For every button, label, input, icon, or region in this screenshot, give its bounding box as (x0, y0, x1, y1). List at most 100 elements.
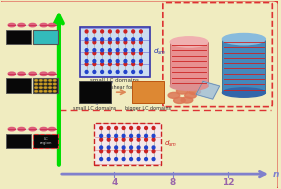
Bar (132, 81, 164, 103)
Ellipse shape (53, 87, 56, 88)
Text: 12: 12 (222, 178, 234, 187)
Ellipse shape (101, 70, 103, 74)
Ellipse shape (122, 126, 125, 129)
Ellipse shape (145, 158, 148, 161)
Ellipse shape (29, 23, 36, 27)
Ellipse shape (174, 98, 185, 103)
Ellipse shape (100, 158, 103, 161)
Ellipse shape (35, 80, 38, 81)
Ellipse shape (115, 134, 117, 137)
Ellipse shape (39, 80, 42, 81)
Ellipse shape (140, 52, 142, 55)
Ellipse shape (108, 60, 111, 63)
Ellipse shape (137, 126, 140, 129)
Ellipse shape (108, 49, 111, 52)
Ellipse shape (122, 138, 125, 141)
Ellipse shape (132, 60, 135, 63)
Ellipse shape (124, 70, 127, 74)
Ellipse shape (124, 49, 127, 52)
Ellipse shape (40, 127, 47, 131)
Bar (33, 30, 58, 44)
Ellipse shape (48, 127, 56, 131)
Ellipse shape (130, 134, 132, 137)
Ellipse shape (108, 52, 111, 55)
Ellipse shape (145, 126, 148, 129)
Ellipse shape (140, 60, 142, 63)
Ellipse shape (137, 134, 140, 137)
Ellipse shape (100, 134, 103, 137)
Text: small LC domains: small LC domains (90, 78, 139, 84)
Ellipse shape (168, 92, 180, 98)
Ellipse shape (152, 158, 155, 161)
Ellipse shape (48, 72, 56, 75)
Bar (6, 30, 31, 44)
Ellipse shape (93, 38, 96, 41)
Ellipse shape (176, 88, 188, 94)
Bar (79, 81, 111, 103)
Ellipse shape (124, 63, 127, 66)
Ellipse shape (145, 134, 148, 137)
Ellipse shape (132, 41, 135, 44)
Ellipse shape (39, 87, 42, 88)
Ellipse shape (44, 91, 47, 92)
Ellipse shape (107, 150, 110, 153)
Bar (223, 39, 265, 93)
Ellipse shape (115, 150, 117, 153)
Ellipse shape (93, 60, 96, 63)
Ellipse shape (53, 80, 56, 81)
Text: small LC domains: small LC domains (73, 106, 117, 111)
Bar (6, 78, 31, 93)
Bar (33, 134, 58, 148)
Ellipse shape (181, 97, 193, 103)
Ellipse shape (85, 70, 88, 74)
Ellipse shape (35, 87, 38, 88)
Ellipse shape (18, 72, 25, 75)
Ellipse shape (49, 80, 51, 81)
Ellipse shape (8, 127, 15, 131)
Ellipse shape (44, 83, 47, 85)
Ellipse shape (122, 158, 125, 161)
Ellipse shape (35, 91, 38, 92)
Ellipse shape (122, 146, 125, 149)
Ellipse shape (49, 83, 51, 85)
Ellipse shape (116, 52, 119, 55)
Ellipse shape (101, 63, 103, 66)
Ellipse shape (101, 41, 103, 44)
Ellipse shape (152, 126, 155, 129)
Ellipse shape (85, 63, 88, 66)
Ellipse shape (116, 30, 119, 33)
Ellipse shape (132, 70, 135, 74)
Ellipse shape (132, 63, 135, 66)
Ellipse shape (8, 23, 15, 27)
Ellipse shape (35, 83, 38, 85)
Polygon shape (196, 81, 220, 99)
Ellipse shape (124, 60, 127, 63)
Text: $d_{sm}$: $d_{sm}$ (153, 47, 166, 57)
Ellipse shape (93, 41, 96, 44)
Ellipse shape (53, 83, 56, 85)
Ellipse shape (132, 30, 135, 33)
Ellipse shape (116, 70, 119, 74)
Ellipse shape (100, 146, 103, 149)
Ellipse shape (140, 38, 142, 41)
Ellipse shape (18, 127, 25, 131)
Ellipse shape (132, 49, 135, 52)
Ellipse shape (189, 89, 201, 95)
Ellipse shape (116, 41, 119, 44)
Ellipse shape (85, 38, 88, 41)
Ellipse shape (93, 49, 96, 52)
Ellipse shape (100, 126, 103, 129)
Ellipse shape (44, 87, 47, 88)
Ellipse shape (29, 127, 36, 131)
Ellipse shape (140, 70, 142, 74)
Ellipse shape (124, 38, 127, 41)
Ellipse shape (132, 38, 135, 41)
Ellipse shape (130, 126, 132, 129)
Ellipse shape (116, 38, 119, 41)
Ellipse shape (93, 70, 96, 74)
Ellipse shape (145, 138, 148, 141)
Text: 8: 8 (169, 178, 176, 187)
Ellipse shape (152, 150, 155, 153)
Ellipse shape (122, 134, 125, 137)
Ellipse shape (107, 134, 110, 137)
